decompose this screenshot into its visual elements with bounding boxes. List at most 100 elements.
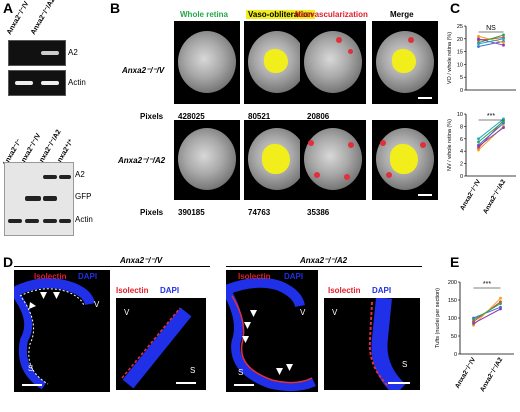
pixel-value: 80521 <box>248 112 271 121</box>
column-title: Whole retina <box>180 10 229 19</box>
pixel-value: 35386 <box>307 208 330 217</box>
data-point <box>477 34 480 38</box>
gel-lane-label: Anxa2⁻/⁻/A2 <box>29 0 57 37</box>
panel-a-label: A <box>3 0 14 16</box>
y-tick-label: 20 <box>457 37 463 43</box>
data-point <box>477 42 480 46</box>
data-point <box>499 296 502 300</box>
retina-whole-a2 <box>174 120 240 200</box>
section-image-v-low: V S <box>14 270 110 392</box>
column-title: Merge <box>390 10 414 19</box>
x-tick-label: Anxa2⁻/⁻/A2 <box>482 178 507 215</box>
pixel-value: 428025 <box>178 112 205 121</box>
data-point <box>502 41 505 45</box>
data-point <box>477 144 480 148</box>
data-point <box>502 33 505 37</box>
y-axis-label: NV / whole retina (%) <box>447 119 453 171</box>
y-tick-label: 2 <box>460 162 463 168</box>
pixels-label: Pixels <box>140 208 164 217</box>
y-tick-label: 0 <box>460 88 463 94</box>
label-v: V <box>300 308 306 317</box>
series-line <box>473 306 501 319</box>
series-line <box>473 308 501 324</box>
data-point <box>477 37 480 41</box>
series-line <box>478 35 504 44</box>
significance-label: *** <box>487 113 495 120</box>
x-tick-label: Anxa2⁻/⁻/V <box>459 178 483 212</box>
y-axis-label: VO / whole retina (%) <box>447 32 453 84</box>
gel-actin <box>8 70 66 96</box>
series-line <box>478 118 504 140</box>
section-image-a2-high: V S <box>324 298 420 390</box>
column-title: Neovascularization <box>295 10 368 19</box>
data-point <box>477 148 480 152</box>
panel-c-label: C <box>450 0 461 16</box>
y-tick-label: 100 <box>448 316 457 322</box>
significance-label: NS <box>486 25 496 32</box>
isolectin-label: Isolectin <box>328 286 361 295</box>
wb-row-label: Actin <box>75 215 93 224</box>
label-s: S <box>190 366 196 375</box>
group-label-a2: Anxa2⁻/⁻/A2 <box>300 256 348 265</box>
group-underline <box>14 266 210 267</box>
panel-e-label: E <box>450 254 460 270</box>
series-line <box>473 303 501 321</box>
y-tick-label: 4 <box>460 149 463 155</box>
x-tick-label: Anxa2⁻/⁻/A2 <box>479 356 504 393</box>
section-image-a2-low: V S <box>226 270 318 392</box>
dapi-label: DAPI <box>160 286 180 295</box>
dapi-label: DAPI <box>78 272 98 281</box>
label-s: S <box>28 364 34 373</box>
label-v: V <box>124 308 130 317</box>
wb-row-label: A2 <box>75 170 85 179</box>
data-point <box>499 307 502 311</box>
y-tick-label: 50 <box>451 334 457 340</box>
group-underline <box>226 266 422 267</box>
gel-a2 <box>8 40 66 66</box>
data-point <box>499 302 502 305</box>
isolectin-label: Isolectin <box>238 272 271 281</box>
y-tick-label: 10 <box>457 62 463 68</box>
significance-label: *** <box>483 281 491 288</box>
chart-e: 0 50 100 150 200 *** Tufts (nuclei per section… <box>435 280 514 393</box>
isolectin-label: Isolectin <box>34 272 67 281</box>
group-label-v: Anxa2⁻/⁻/V <box>120 256 163 265</box>
y-tick-label: 0 <box>460 174 463 180</box>
label-s: S <box>238 368 244 377</box>
data-point <box>502 120 505 123</box>
pixels-label: Pixels <box>140 112 164 121</box>
y-tick-label: 15 <box>457 50 463 56</box>
y-tick-label: 5 <box>460 75 463 81</box>
western-blot <box>4 162 74 236</box>
data-point <box>477 137 480 141</box>
retina-whole-v <box>174 21 240 104</box>
data-point <box>477 45 480 48</box>
gel-row-label: A2 <box>68 48 78 57</box>
pixel-value: 20806 <box>307 112 330 121</box>
panel-d-label: D <box>3 254 14 270</box>
column-title: Vaso-obliteration <box>246 10 315 19</box>
retina-nv-v <box>300 21 366 104</box>
data-point <box>502 37 505 41</box>
y-tick-label: 10 <box>457 112 463 118</box>
label-v: V <box>94 300 100 309</box>
y-tick-label: 0 <box>454 352 457 358</box>
series-line <box>478 122 504 146</box>
pixel-value: 390185 <box>178 208 205 217</box>
x-tick-label: Anxa2⁻/⁻/V <box>454 356 478 390</box>
chart-c: 0 5 10 15 20 25 NS VO / whole retina (%) 0 2 4 6 8 10… <box>447 24 516 215</box>
label-v: V <box>332 308 338 317</box>
dapi-label: DAPI <box>284 272 304 281</box>
series-line <box>478 121 504 143</box>
y-tick-label: 200 <box>448 280 457 286</box>
y-tick-label: 6 <box>460 137 463 143</box>
y-tick-label: 150 <box>448 298 457 304</box>
row-label-a2: Anxa2⁻/⁻/A2 <box>118 156 166 165</box>
retina-nv-a2 <box>300 120 366 200</box>
y-axis-label: Tufts (nuclei per section) <box>435 288 441 348</box>
data-point <box>502 43 505 47</box>
retina-merge-v <box>372 21 438 104</box>
data-point <box>472 318 475 322</box>
series-line <box>478 38 504 46</box>
series-line <box>478 34 504 44</box>
